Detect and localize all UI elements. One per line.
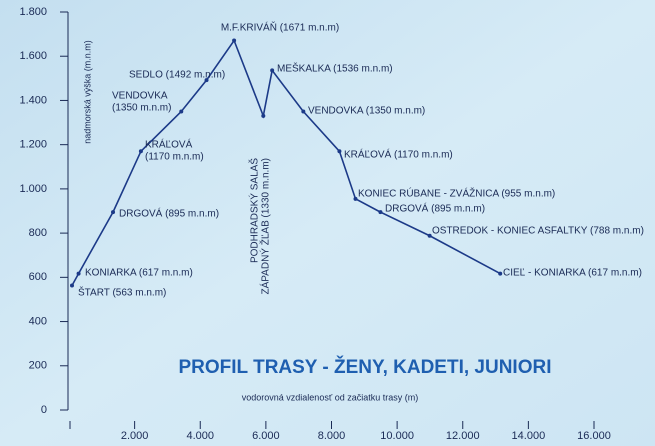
y-tick-label: 1.000 (19, 183, 47, 195)
y-tick-label: 200 (29, 360, 47, 372)
y-tick-label: 400 (29, 315, 47, 327)
x-tick-label: 10.000 (380, 430, 414, 442)
point (204, 78, 209, 83)
y-tick-label: 1.800 (19, 6, 47, 18)
point (498, 271, 503, 276)
point-label: KRÁĽOVÁ (1170 m.n.m) (344, 148, 453, 161)
x-axis-label: vodorovná vzdialenosť od začiatku trasy … (242, 392, 418, 402)
point-label: PODHRADSKÝ SALAŠ (248, 158, 261, 263)
point (179, 109, 184, 114)
point (138, 149, 143, 154)
point-label: M.F.KRIVÁŇ (1671 m.n.m) (221, 21, 339, 34)
point-label: (1170 m.n.m) (145, 152, 204, 163)
point-label: KONIARKA (617 m.n.m) (85, 268, 193, 279)
x-tick-label: 6.000 (252, 430, 280, 442)
point (301, 109, 306, 114)
point-label: ZÁPADNÝ ŽĽAB (1330 m.n.m) (259, 158, 272, 295)
y-tick-label: 600 (29, 271, 47, 283)
point-label: ŠTART (563 m.n.m) (78, 286, 166, 299)
point (111, 210, 116, 215)
y-tick-label: 800 (29, 227, 47, 239)
point-label: VENDOVKA (112, 91, 168, 102)
point (353, 196, 358, 201)
point (70, 283, 74, 288)
x-tick-label: 14.000 (512, 430, 546, 442)
point-label: DRGOVÁ (895 m.n.m) (119, 207, 219, 220)
point-label: OSTREDOK - KONIEC ASFALTKY (788 m.n.m) (432, 226, 644, 237)
x-tick-label: 8.000 (318, 430, 346, 442)
x-tick-label: 4.000 (186, 430, 214, 442)
point-label: SEDLO (1492 m.n.m) (129, 70, 225, 81)
x-tick-label: 12.000 (446, 430, 480, 442)
point-label: VENDOVKA (1350 m.n.m) (308, 106, 425, 117)
x-tick-label: 16.000 (577, 430, 611, 442)
point-label: MEŠKALKA (1536 m.n.m) (277, 62, 393, 75)
point-label: CIEĽ - KONIARKA (617 m.n.m) (503, 268, 642, 279)
point-label: (1350 m.n.m) (112, 103, 171, 114)
y-tick-label: 1.600 (19, 50, 47, 62)
point-label: DRGOVÁ (895 m.n.m) (385, 202, 485, 215)
point-label: KRÁĽOVÁ (145, 138, 193, 151)
point-label: KONIEC RÚBANE - ZVÁŽNICA (955 m.n.m) (358, 187, 555, 200)
y-axis-label: nadmorská výška (m.n.m) (82, 40, 92, 144)
point (76, 271, 81, 276)
point (232, 38, 237, 43)
point (337, 149, 342, 154)
point (427, 233, 432, 238)
point (261, 113, 266, 118)
y-tick-label: 1.400 (19, 94, 47, 106)
x-tick-label: 2.000 (121, 430, 149, 442)
y-tick-label: 0 (41, 404, 47, 416)
chart-title: PROFIL TRASY - ŽENY, KADETI, JUNIORI (178, 356, 551, 378)
point (270, 68, 275, 73)
point (378, 210, 383, 215)
y-tick-label: 1.200 (19, 139, 47, 151)
